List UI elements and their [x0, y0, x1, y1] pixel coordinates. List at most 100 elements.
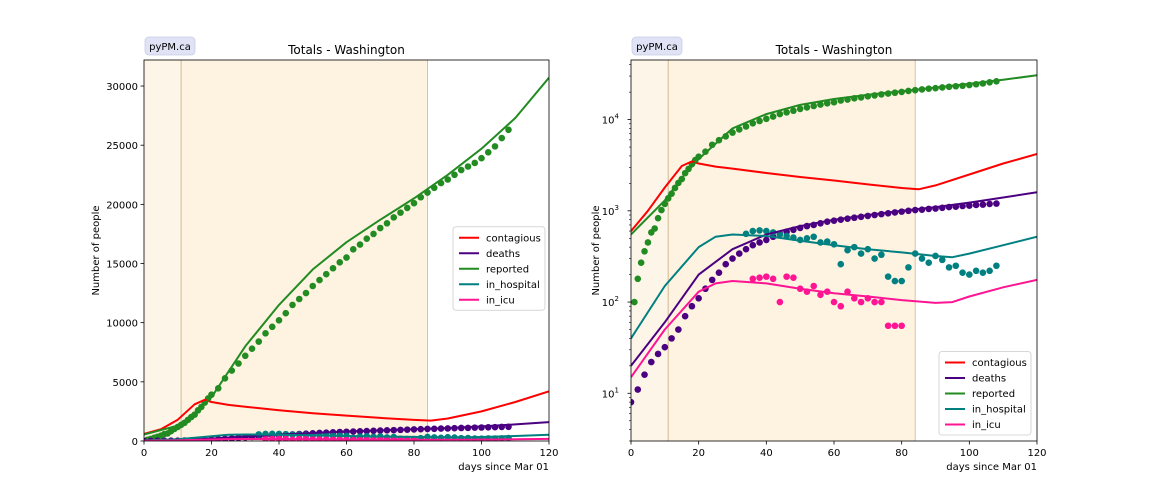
y-axis-label: Number of people: [91, 205, 102, 295]
data-point-reported: [658, 206, 665, 214]
data-point-in_hospital: [938, 256, 946, 264]
chart-panel-1: 0 20 40 60 80 100 120 0 5000 10000 15000 20000 25000…: [91, 36, 559, 473]
data-point-in_icu: [898, 322, 905, 330]
data-point-in_icu: [857, 298, 865, 306]
data-point-in_hospital: [918, 255, 926, 262]
x-tick-label: 0: [628, 448, 634, 459]
legend-label-deaths: deaths: [486, 249, 520, 260]
data-point-reported: [817, 101, 824, 108]
data-point-reported: [295, 295, 303, 303]
data-point-deaths: [986, 200, 993, 208]
legend: contagious deaths reported in_hospital in_ic…: [938, 351, 1032, 436]
legend-label-contagious: contagious: [972, 358, 1027, 369]
data-point-reported: [275, 317, 283, 324]
data-point-reported: [255, 338, 263, 345]
data-point-in_hospital: [837, 260, 845, 268]
data-point-in_icu: [878, 298, 885, 306]
x-tick-label: 20: [692, 448, 705, 459]
y-tick-label: 104: [602, 113, 620, 127]
chart-title: Totals - Washington: [775, 43, 893, 57]
series-line-in_icu: [144, 437, 549, 441]
data-point-reported: [631, 298, 638, 306]
data-point-in_icu: [871, 298, 878, 306]
data-point-reported: [796, 105, 804, 113]
data-point-deaths: [979, 201, 987, 208]
data-point-in_hospital: [763, 227, 770, 235]
x-axis-label: days since Mar 01: [946, 462, 1037, 473]
data-point-reported: [810, 102, 817, 110]
y-tick-label: 103: [602, 204, 619, 218]
data-point-reported: [390, 214, 398, 221]
data-point-deaths: [668, 335, 675, 342]
legend-box: [938, 351, 1032, 436]
data-point-reported: [790, 107, 797, 115]
data-point-reported: [289, 301, 296, 309]
x-tick-label: 0: [141, 448, 147, 459]
chart-title: Totals - Washington: [287, 43, 405, 57]
data-point-in_hospital: [945, 264, 953, 271]
data-point-reported: [644, 239, 652, 246]
data-point-in_hospital: [776, 231, 784, 238]
plot-area: [144, 77, 549, 441]
data-point-reported: [383, 219, 391, 227]
series-line-contagious: [631, 153, 1037, 232]
brand-badge-text: pyPM.ca: [149, 42, 191, 53]
data-point-reported: [783, 109, 790, 116]
data-point-in_icu: [790, 274, 797, 281]
y-tick-base: 10: [602, 298, 615, 309]
data-point-reported: [491, 143, 499, 150]
data-point-deaths: [715, 269, 723, 276]
data-point-deaths: [631, 398, 635, 406]
x-tick-label: 100: [472, 448, 491, 459]
plot-area: [631, 74, 1037, 406]
data-point-reported: [735, 126, 743, 133]
data-point-reported: [356, 241, 364, 248]
data-point-in_hospital: [878, 251, 885, 259]
data-point-deaths: [708, 276, 716, 284]
x-tick-label: 40: [273, 448, 286, 459]
data-point-reported: [444, 176, 452, 183]
data-point-deaths: [648, 358, 655, 366]
legend-label-reported: reported: [486, 264, 529, 275]
legend-label-in_icu: in_icu: [486, 295, 515, 306]
series-line-reported: [144, 77, 549, 436]
data-point-in_hospital: [959, 269, 966, 276]
y-tick-exponent: 3: [615, 204, 619, 212]
data-point-deaths: [966, 202, 973, 209]
shaded-period-1: [144, 60, 182, 441]
data-point-reported: [651, 225, 658, 232]
data-point-in_icu: [851, 294, 858, 302]
data-point-in_hospital: [952, 262, 960, 270]
data-point-reported: [376, 224, 384, 232]
data-point-reported: [248, 345, 256, 353]
data-point-in_icu: [810, 282, 817, 290]
data-point-in_icu: [891, 322, 899, 330]
data-point-deaths: [742, 245, 750, 253]
data-point-in_icu: [756, 274, 763, 281]
y-tick-exponent: 2: [615, 295, 619, 303]
data-point-reported: [505, 126, 512, 134]
y-tick-label: 30000: [106, 82, 138, 93]
data-point-reported: [484, 148, 492, 156]
data-point-in_icu: [776, 298, 784, 306]
x-tick-label: 60: [340, 448, 353, 459]
data-point-in_hospital: [803, 234, 811, 242]
series-line-reported: [631, 74, 1037, 236]
data-point-in_hospital: [844, 246, 851, 254]
data-point-in_hospital: [756, 227, 763, 234]
y-tick-label: 25000: [106, 141, 138, 152]
series-line-deaths: [631, 191, 1037, 367]
data-point-reported: [316, 276, 323, 284]
legend-label-in_icu: in_icu: [972, 420, 1001, 431]
data-point-reported: [742, 123, 750, 130]
data-point-reported: [410, 199, 418, 207]
data-point-deaths: [695, 294, 702, 302]
data-point-reported: [756, 117, 763, 125]
data-point-deaths: [722, 260, 730, 268]
brand-badge: [631, 36, 683, 56]
shaded-period-1: [631, 60, 669, 441]
y-tick-label: 5000: [113, 378, 138, 389]
x-tick-label: 80: [408, 448, 421, 459]
y-tick-exponent: 1: [615, 386, 619, 394]
